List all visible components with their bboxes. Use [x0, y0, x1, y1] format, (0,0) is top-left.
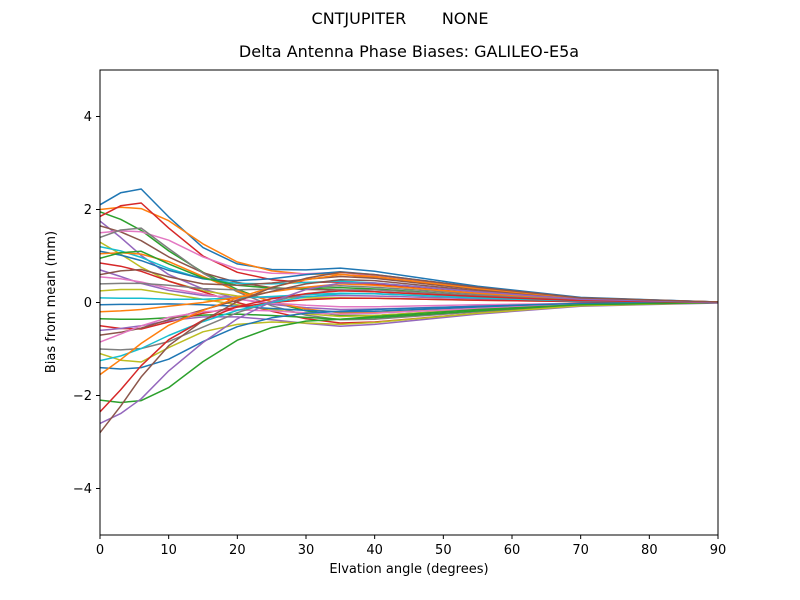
series-line-15	[100, 268, 718, 303]
series-line-34	[100, 282, 718, 425]
x-tick-label: 50	[435, 543, 452, 558]
x-tick-label: 60	[504, 543, 521, 558]
x-tick-label: 30	[298, 543, 315, 558]
series-line-33	[100, 290, 718, 413]
series-line-35	[100, 271, 718, 434]
y-tick-label: 4	[84, 110, 92, 125]
y-tick-label: −2	[73, 389, 92, 404]
x-tick-label: 70	[572, 543, 589, 558]
series-line-22	[100, 301, 718, 320]
series-line-26	[100, 301, 718, 343]
x-tick-label: 40	[366, 543, 383, 558]
series-line-0	[100, 188, 718, 303]
x-tick-label: 80	[641, 543, 658, 558]
x-tick-label: 20	[229, 543, 246, 558]
x-tick-label: 10	[160, 543, 177, 558]
series-line-29	[100, 292, 718, 362]
series-line-17	[100, 282, 718, 304]
series-line-7	[100, 227, 718, 321]
series-line-30	[100, 301, 718, 370]
x-tick-label: 0	[96, 543, 104, 558]
chart-title: Delta Antenna Phase Biases: GALILEO-E5a	[239, 42, 579, 61]
y-tick-label: 0	[84, 296, 92, 311]
y-tick-label: 2	[84, 203, 92, 218]
series-line-25	[100, 278, 718, 336]
series-line-20	[100, 301, 718, 313]
x-tick-label: 90	[710, 543, 727, 558]
figure-suptitle: CNTJUPITER NONE	[312, 9, 489, 28]
y-tick-label: −4	[73, 482, 92, 497]
series-line-28	[100, 301, 718, 363]
series-line-32	[100, 301, 718, 404]
y-axis-label: Bias from mean (mm)	[44, 231, 59, 373]
x-axis-label: Elvation angle (degrees)	[329, 562, 488, 577]
axes: 0 10 20 30 40 50 60 70 80 90 −4 −2 0 2 4	[73, 69, 727, 558]
